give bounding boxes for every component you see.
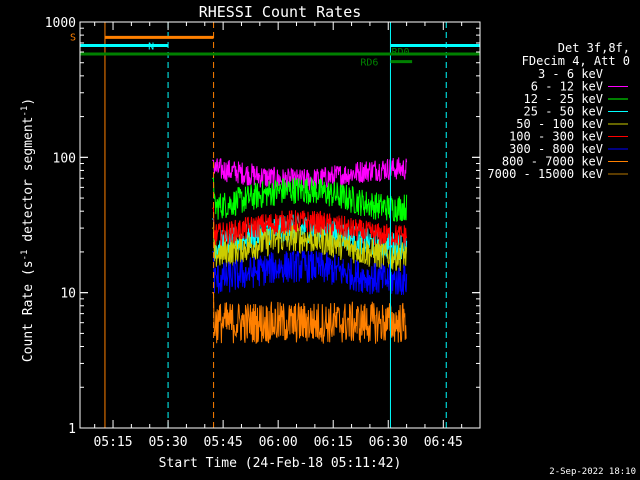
y-label-sup: -1 xyxy=(20,106,30,117)
state-label: S xyxy=(70,32,76,43)
state-bars: S N RD0 RD6 xyxy=(70,32,480,69)
legend-label: 6 - 12 keV xyxy=(531,80,603,94)
x-axis-label: Start Time (24-Feb-18 05:11:42) xyxy=(159,456,402,471)
x-tick-label: 06:30 xyxy=(369,435,408,450)
series-line xyxy=(212,207,408,247)
data-lines xyxy=(211,19,408,344)
legend-label: 800 - 7000 keV xyxy=(502,155,603,169)
x-tick-label: 06:00 xyxy=(259,435,298,450)
legend-label: 300 - 800 keV xyxy=(509,142,603,156)
series-line xyxy=(211,19,408,44)
state-label: N xyxy=(148,42,154,53)
legend-label: 7000 - 15000 keV xyxy=(487,167,603,181)
legend-label: 100 - 300 keV xyxy=(509,130,603,144)
legend-label: 25 - 50 keV xyxy=(524,105,603,119)
x-tick-label: 06:15 xyxy=(314,435,353,450)
footer-timestamp: 2-Sep-2022 18:10 xyxy=(549,467,636,477)
plot-frame xyxy=(79,21,481,429)
series-line xyxy=(212,292,407,344)
legend-header: Det 3f,8f, xyxy=(558,41,630,55)
y-tick-label: 100 xyxy=(53,151,76,166)
y-label-part: detector segment xyxy=(21,117,36,250)
y-label-part: ) xyxy=(21,98,36,106)
state-label: RD6 xyxy=(360,58,378,69)
y-label-part: Count Rate (s xyxy=(21,260,36,362)
y-axis-label: Count Rate (s-1 detector segment-1) xyxy=(20,98,36,362)
y-tick-label: 1 xyxy=(68,422,76,437)
series-line xyxy=(212,250,408,296)
vertical-markers xyxy=(104,22,447,428)
y-tick-label: 1000 xyxy=(45,16,76,31)
x-tick-label: 05:45 xyxy=(204,435,243,450)
legend-label: 12 - 25 keV xyxy=(524,92,603,106)
x-tick-label: 05:30 xyxy=(149,435,188,450)
legend-label: 3 - 6 keV xyxy=(538,67,603,81)
legend-label: 50 - 100 keV xyxy=(516,117,603,131)
x-tick-label: 06:45 xyxy=(424,435,463,450)
series-line xyxy=(212,177,408,223)
x-tick-label: 05:15 xyxy=(93,435,132,450)
series-line xyxy=(212,223,408,272)
chart-title: RHESSI Count Rates xyxy=(199,3,362,21)
x-axis: 05:15 05:30 05:45 06:00 06:15 06:30 06:45 xyxy=(93,22,481,450)
y-label-sup: -1 xyxy=(20,250,30,261)
y-axis: 1 10 100 1000 xyxy=(45,16,480,437)
y-tick-label: 10 xyxy=(60,287,76,302)
state-label: RD0 xyxy=(391,47,409,58)
legend-header: FDecim 4, Att 0 xyxy=(522,54,630,68)
